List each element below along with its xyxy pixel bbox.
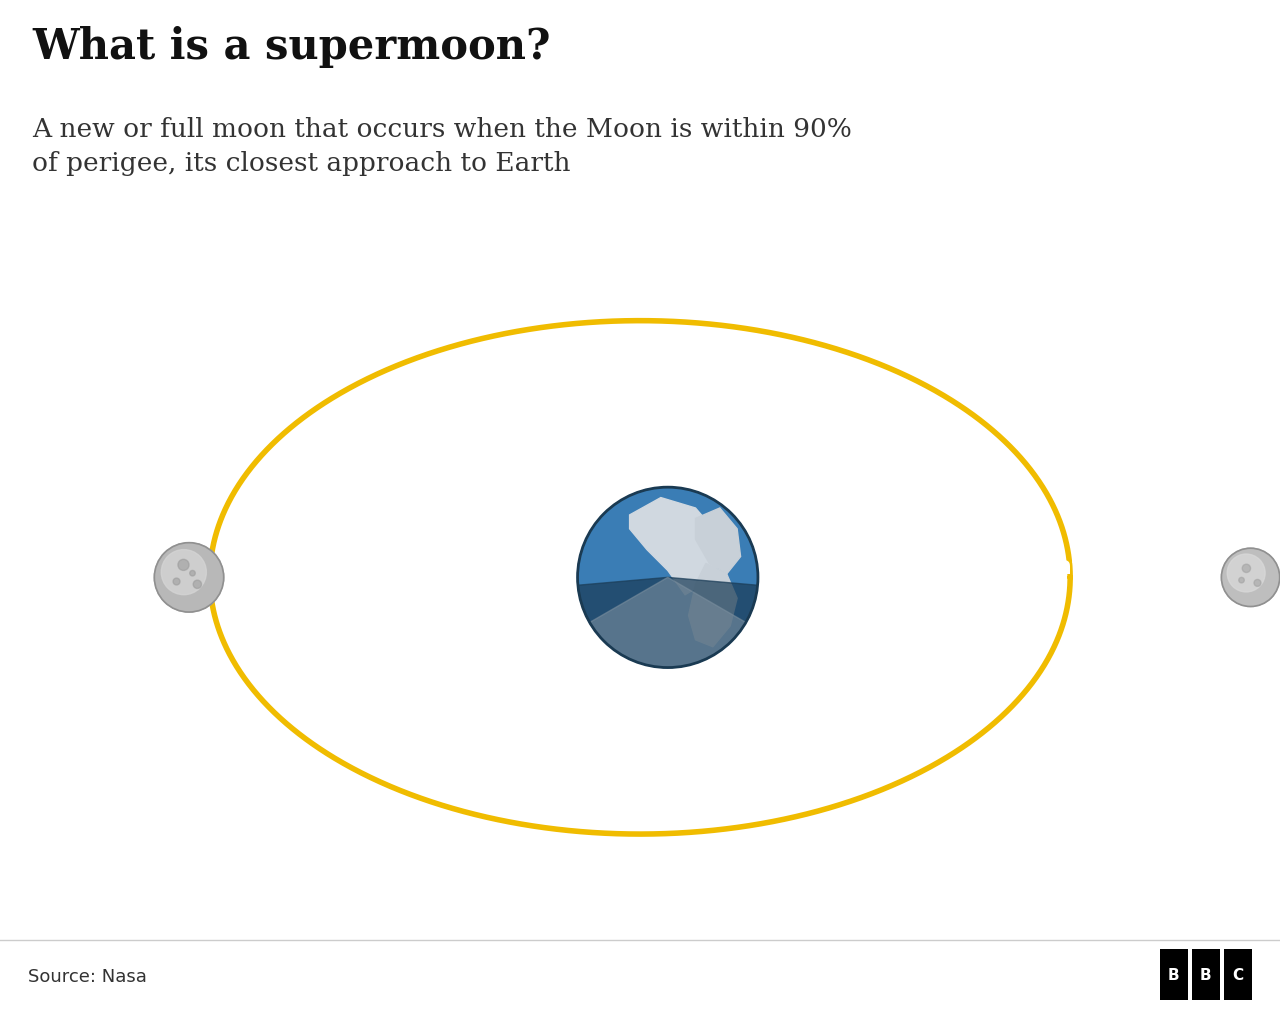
Text: C: C: [1233, 968, 1243, 982]
Circle shape: [161, 550, 206, 595]
Polygon shape: [695, 509, 741, 574]
FancyBboxPatch shape: [1192, 949, 1220, 1000]
Circle shape: [173, 578, 180, 585]
Text: Source: Nasa: Source: Nasa: [28, 968, 147, 985]
Circle shape: [178, 560, 189, 571]
Circle shape: [1254, 580, 1261, 586]
Text: B: B: [1167, 968, 1180, 982]
Polygon shape: [689, 564, 737, 647]
Text: Earth: Earth: [776, 534, 855, 559]
Circle shape: [1239, 578, 1244, 583]
FancyBboxPatch shape: [1160, 949, 1188, 1000]
FancyBboxPatch shape: [1224, 949, 1252, 1000]
Text: Moon
at perigee: Moon at perigee: [248, 522, 393, 578]
Circle shape: [1242, 564, 1251, 573]
Circle shape: [189, 571, 196, 576]
Circle shape: [1221, 549, 1280, 607]
Polygon shape: [630, 498, 719, 595]
Wedge shape: [577, 578, 758, 668]
Wedge shape: [590, 578, 746, 668]
Circle shape: [193, 580, 201, 588]
Text: B: B: [1199, 968, 1212, 982]
Circle shape: [155, 543, 224, 613]
Text: A new or full moon that occurs when the Moon is within 90%
of perigee, its close: A new or full moon that occurs when the …: [32, 117, 852, 176]
Text: What is a supermoon?: What is a supermoon?: [32, 26, 550, 68]
Circle shape: [577, 487, 758, 668]
Text: Moon
at apogee: Moon at apogee: [1056, 522, 1197, 578]
Circle shape: [1228, 554, 1265, 592]
